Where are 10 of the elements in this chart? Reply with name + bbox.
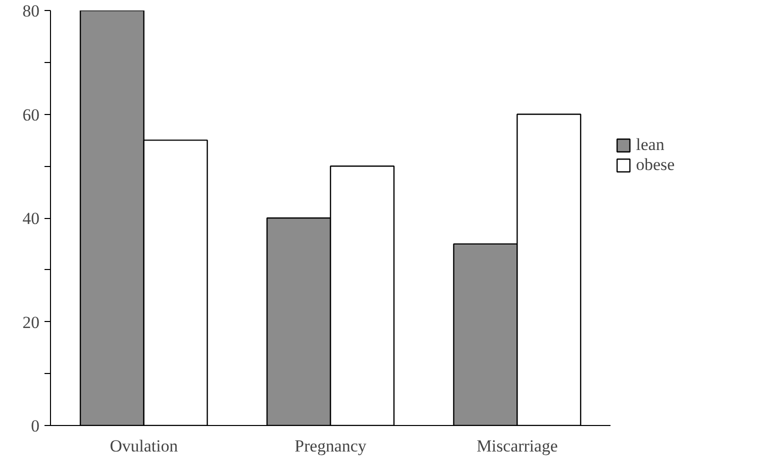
y-tick-label: 80 — [22, 2, 40, 20]
x-tick-label: Miscarriage — [476, 436, 558, 456]
x-tick-label: Pregnancy — [294, 436, 367, 456]
y-tick-label: 20 — [22, 312, 40, 332]
y-tick-label: 60 — [22, 105, 40, 124]
y-tick-label: 40 — [22, 209, 40, 228]
legend-label: lean — [636, 135, 664, 155]
legend-label: obese — [636, 155, 675, 175]
x-tick-label: Ovulation — [110, 436, 178, 456]
y-tick-label: 0 — [31, 416, 40, 436]
